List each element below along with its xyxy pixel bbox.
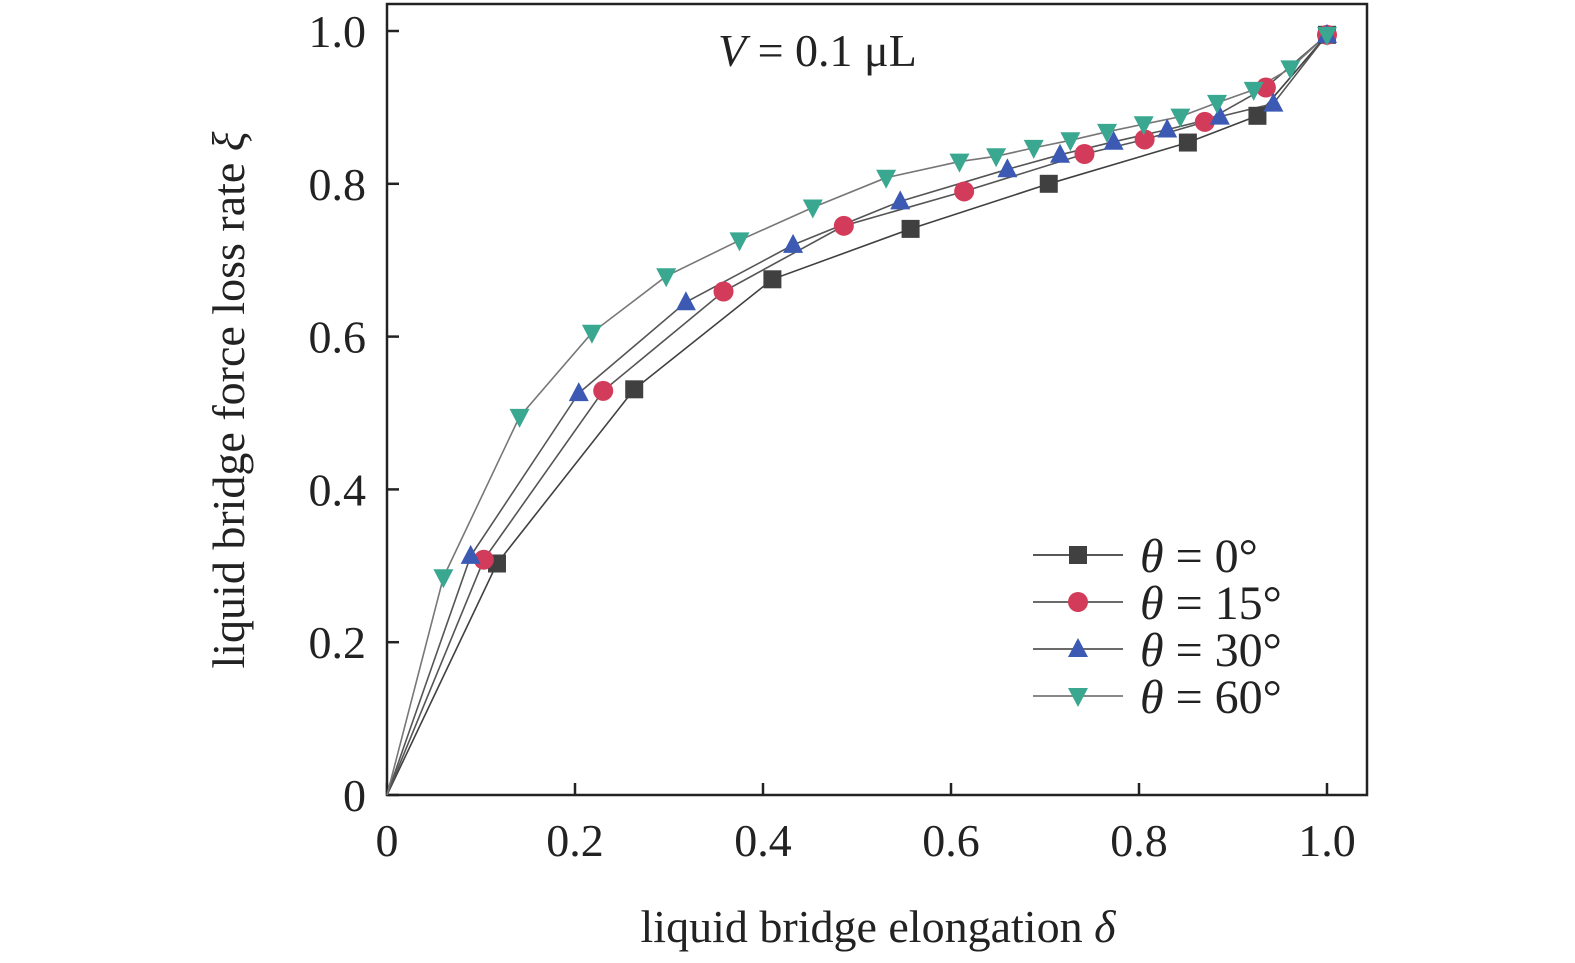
volume-annotation: V = 0.1 μL	[718, 25, 917, 76]
data-point-s1	[593, 380, 614, 401]
data-point-s1	[1194, 111, 1215, 132]
data-point-s3	[1023, 139, 1044, 159]
y-tick-label: 0.6	[309, 312, 367, 363]
data-point-s3	[986, 148, 1007, 168]
data-point-s2	[1263, 92, 1284, 112]
x-tick-label: 0.4	[734, 815, 792, 866]
data-point-s3	[729, 232, 750, 252]
legend-marker-2	[1068, 638, 1088, 657]
data-point-s1	[954, 181, 975, 202]
data-point-s2	[1103, 130, 1124, 150]
data-point-s3	[1280, 60, 1301, 80]
data-point-s1	[1074, 144, 1095, 165]
data-point-s2	[783, 233, 804, 253]
data-point-s1	[1134, 129, 1155, 150]
data-point-s2	[460, 544, 481, 564]
x-axis-title: liquid bridge elongation δ	[641, 901, 1117, 952]
legend-marker-1	[1068, 592, 1088, 612]
data-point-s3	[876, 169, 897, 189]
data-point-s3	[1207, 94, 1228, 114]
data-point-s3	[1170, 108, 1191, 128]
data-point-s2	[1050, 143, 1071, 163]
data-point-s3	[433, 569, 454, 589]
data-point-s3	[656, 268, 677, 288]
y-tick-label: 0.2	[309, 617, 367, 668]
data-point-s2	[1157, 118, 1178, 138]
legend-label-2: θ = 30°	[1140, 624, 1282, 677]
plot-frame	[385, 2, 1369, 797]
data-point-s1	[833, 215, 854, 236]
legend-label-1: θ = 15°	[1140, 577, 1282, 630]
data-point-s3	[509, 408, 530, 428]
x-tick-label: 0.6	[922, 815, 980, 866]
legend: θ = 0°θ = 15°θ = 30°θ = 60°	[1033, 530, 1282, 724]
axis-ticks: 0 0.2 0.4 0.6 0.8 1.0 0 0.2 0.4 0.6 0.8 1.0	[309, 6, 1356, 866]
y-tick-label: 0.8	[309, 159, 367, 210]
data-point-s2	[997, 158, 1018, 178]
data-point-s3	[581, 324, 602, 344]
y-tick-label: 0	[343, 770, 366, 821]
data-point-s3	[1097, 123, 1118, 143]
legend-label-3: θ = 60°	[1140, 671, 1282, 724]
y-axis-title: liquid bridge force loss rate ξ	[203, 131, 254, 668]
data-point-s1	[713, 281, 734, 302]
y-axis-title-symbol: ξ	[203, 131, 254, 151]
y-axis-title-text: liquid bridge force loss rate	[203, 151, 254, 668]
legend-marker-0	[1069, 546, 1087, 564]
x-tick-label: 0.8	[1110, 815, 1168, 866]
y-tick-label: 1.0	[309, 6, 367, 57]
x-tick-label: 1.0	[1298, 815, 1356, 866]
data-point-s2	[1209, 105, 1230, 125]
data-point-s3	[949, 153, 970, 173]
data-point-s0	[625, 380, 644, 399]
data-point-s0	[1248, 106, 1267, 125]
data-point-s2	[890, 190, 911, 210]
x-axis-title-symbol: δ	[1094, 901, 1116, 952]
data-point-s3	[1060, 132, 1081, 152]
y-tick-label: 0.4	[309, 464, 367, 515]
data-point-s0	[901, 219, 920, 238]
data-point-s2	[675, 291, 696, 311]
x-axis-title-text: liquid bridge elongation	[641, 901, 1095, 952]
data-point-s2	[568, 382, 589, 402]
data-point-s3	[1243, 81, 1264, 101]
data-point-s3	[802, 199, 823, 219]
annotation-text: = 0.1 μL	[746, 25, 917, 76]
data-point-s0	[1178, 133, 1197, 152]
data-point-s3	[1133, 116, 1154, 136]
annotation-symbol: V	[718, 25, 751, 76]
data-point-s0	[1039, 174, 1058, 193]
x-tick-label: 0	[376, 815, 399, 866]
legend-marker-3	[1068, 688, 1088, 707]
data-point-s0	[763, 270, 782, 289]
legend-label-0: θ = 0°	[1140, 530, 1258, 583]
data-point-s1	[473, 549, 494, 570]
x-tick-label: 0.2	[546, 815, 604, 866]
data-point-s3	[1317, 26, 1337, 46]
series-markers	[433, 23, 1337, 589]
